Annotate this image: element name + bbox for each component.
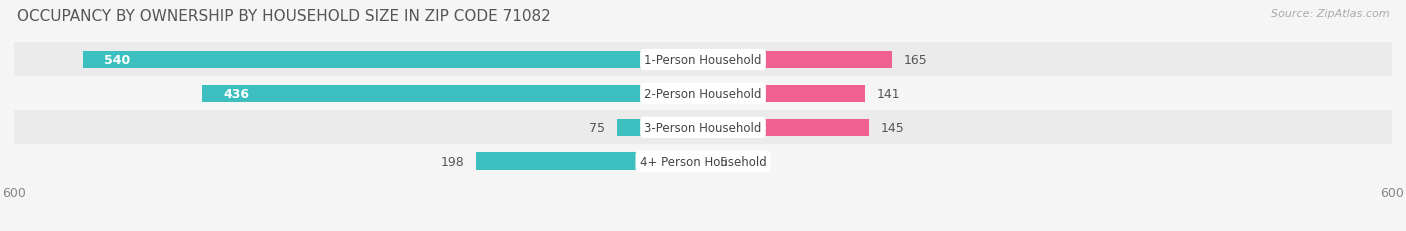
Text: Source: ZipAtlas.com: Source: ZipAtlas.com (1271, 9, 1389, 19)
Text: 75: 75 (589, 121, 606, 134)
Bar (703, 85, 865, 103)
Bar (14, 111, 1392, 145)
Text: 1-Person Household: 1-Person Household (644, 54, 762, 67)
Bar (202, 85, 703, 103)
Text: 436: 436 (224, 88, 249, 100)
Bar (14, 77, 1392, 111)
Bar (83, 51, 703, 69)
Text: 165: 165 (904, 54, 928, 67)
Text: 3-Person Household: 3-Person Household (644, 121, 762, 134)
Text: OCCUPANCY BY OWNERSHIP BY HOUSEHOLD SIZE IN ZIP CODE 71082: OCCUPANCY BY OWNERSHIP BY HOUSEHOLD SIZE… (17, 9, 551, 24)
Text: 540: 540 (104, 54, 129, 67)
Text: 4+ Person Household: 4+ Person Household (640, 155, 766, 168)
Bar (703, 119, 869, 137)
Text: 5: 5 (720, 155, 728, 168)
Bar (703, 153, 709, 170)
Text: 198: 198 (440, 155, 464, 168)
Text: 145: 145 (882, 121, 904, 134)
Bar (617, 119, 703, 137)
Bar (14, 43, 1392, 77)
Bar (703, 51, 893, 69)
Text: 141: 141 (876, 88, 900, 100)
Text: 2-Person Household: 2-Person Household (644, 88, 762, 100)
Bar (14, 145, 1392, 179)
Bar (475, 153, 703, 170)
